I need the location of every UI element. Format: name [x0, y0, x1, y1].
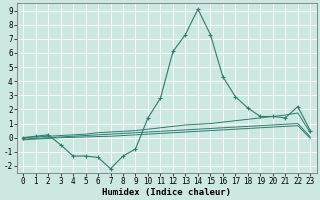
X-axis label: Humidex (Indice chaleur): Humidex (Indice chaleur) — [102, 188, 231, 197]
